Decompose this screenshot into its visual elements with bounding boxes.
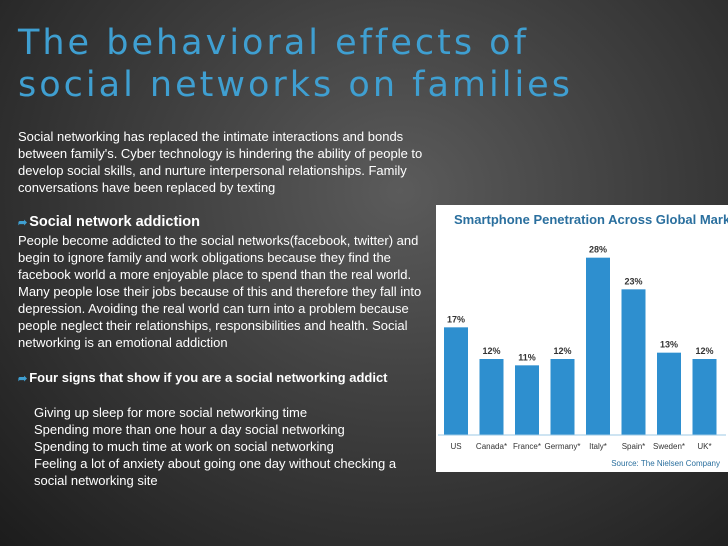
bar-france bbox=[515, 365, 539, 435]
addiction-paragraph: People become addicted to the social net… bbox=[18, 233, 422, 350]
bar-germany bbox=[550, 359, 575, 435]
signs-heading: ➦ Four signs that show if you are a socia… bbox=[18, 369, 432, 388]
data-label: 11% bbox=[518, 352, 536, 362]
slide-body: Social networking has replaced the intim… bbox=[18, 128, 432, 489]
category-label: Germany* bbox=[544, 442, 580, 451]
category-label: Sweden* bbox=[653, 442, 685, 451]
data-label: 28% bbox=[589, 245, 607, 255]
arrow-bullet-icon: ➦ bbox=[18, 217, 28, 229]
data-label: 13% bbox=[660, 340, 678, 350]
bar-italy bbox=[586, 257, 610, 435]
addiction-heading-label: Social network addiction bbox=[29, 214, 201, 230]
data-label: 12% bbox=[482, 346, 500, 356]
bar-us bbox=[444, 327, 468, 435]
bar-uk bbox=[692, 359, 717, 435]
category-label: France* bbox=[513, 442, 541, 451]
category-label: UK* bbox=[697, 442, 711, 451]
category-label: US bbox=[450, 442, 461, 451]
list-item: Spending more than one hour a day social… bbox=[34, 422, 345, 437]
chart-source: Source: The Nielsen Company bbox=[611, 459, 720, 468]
signs-list: Giving up sleep for more social networki… bbox=[34, 404, 432, 489]
data-label: 23% bbox=[624, 276, 642, 286]
data-label: 12% bbox=[695, 346, 713, 356]
bars-group: 17% US 12% Canada* 11% France* 12% Germany* 28% I… bbox=[444, 245, 717, 451]
list-item: Spending to much time at work on social … bbox=[34, 439, 334, 454]
category-label: Spain* bbox=[622, 442, 646, 451]
list-item: Giving up sleep for more social networki… bbox=[34, 405, 308, 420]
bar-spain bbox=[621, 289, 646, 435]
intro-paragraph: Social networking has replaced the intim… bbox=[18, 129, 423, 195]
slide-title: The behavioral effects of social network… bbox=[18, 23, 573, 105]
addiction-heading: ➦ Social network addiction bbox=[18, 214, 432, 232]
bar-sweden bbox=[657, 352, 681, 435]
signs-heading-label: Four signs that show if you are a social… bbox=[29, 370, 388, 385]
chart-canvas: Smartphone Penetration Across Global Mar… bbox=[438, 212, 728, 468]
bar-canada bbox=[479, 359, 504, 435]
arrow-bullet-icon: ➦ bbox=[18, 373, 28, 385]
category-label: Canada* bbox=[476, 442, 507, 451]
smartphone-chart: Smartphone Penetration Across Global Mar… bbox=[436, 205, 728, 472]
list-item: Feeling a lot of anxiety about going one… bbox=[34, 456, 397, 488]
data-label: 12% bbox=[553, 346, 571, 356]
data-label: 17% bbox=[447, 314, 465, 324]
chart-title: Smartphone Penetration Across Global Mar… bbox=[454, 212, 728, 227]
category-label: Italy* bbox=[589, 442, 607, 451]
